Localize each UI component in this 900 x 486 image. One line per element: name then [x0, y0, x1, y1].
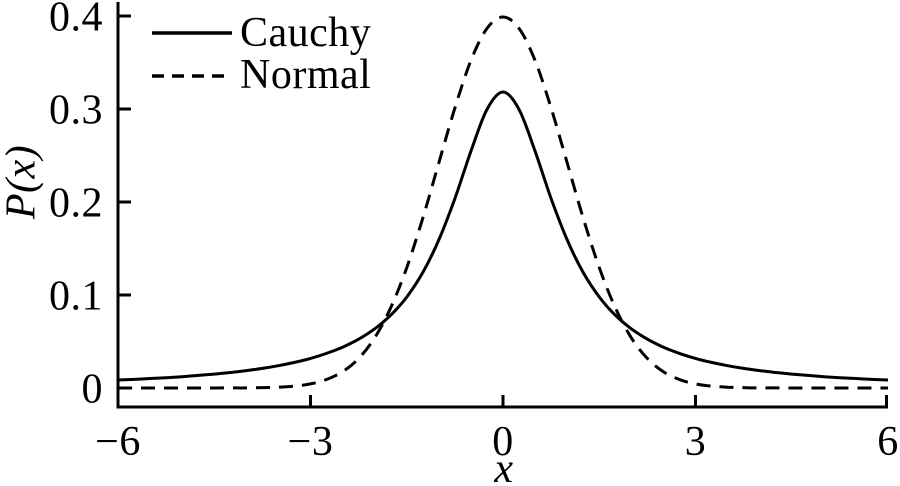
curve-cauchy	[117, 90, 889, 382]
x-tick-label: −3	[288, 419, 334, 465]
y-tick-label: 0.3	[49, 88, 103, 134]
x-tick-labels: −6 −3 0 3 6	[95, 419, 899, 465]
y-tick-label: 0.1	[49, 274, 103, 320]
y-tick-label: 0	[82, 367, 104, 413]
legend-label-normal: Normal	[240, 52, 371, 98]
x-tick-label: −6	[95, 419, 141, 465]
legend: Cauchy Normal	[152, 10, 371, 98]
curve-normal	[117, 15, 888, 390]
x-tick-label: 3	[685, 419, 707, 465]
y-ticks	[118, 14, 131, 390]
x-tick-label: 0	[492, 419, 514, 465]
y-tick-labels: 0 0.1 0.2 0.3 0.4	[49, 0, 103, 413]
x-ticks	[309, 395, 888, 407]
legend-label-cauchy: Cauchy	[240, 10, 371, 56]
y-tick-label: 0.2	[49, 181, 103, 227]
y-tick-label: 0.4	[49, 0, 103, 41]
y-axis-label: P(x)	[0, 145, 45, 220]
x-tick-label: 6	[877, 419, 899, 465]
axis-frame	[116, 2, 888, 409]
x-axis-label: x	[493, 446, 513, 486]
